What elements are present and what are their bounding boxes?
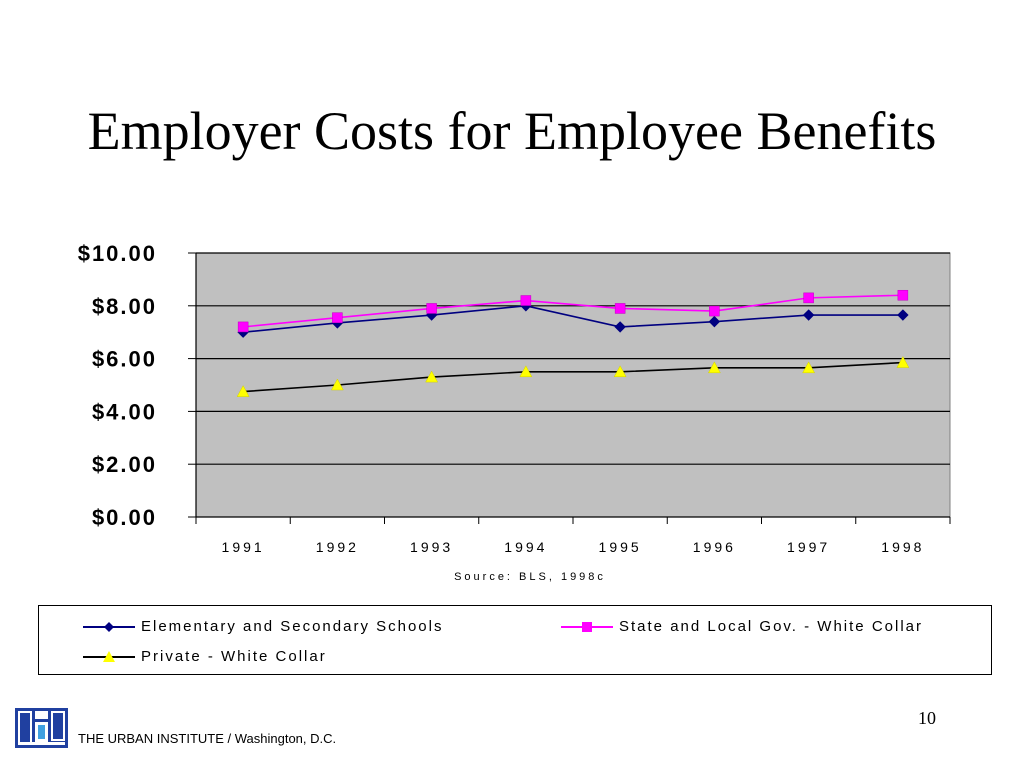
y-tick-label: $8.00: [92, 294, 157, 319]
data-point-2: [896, 356, 910, 368]
x-tick-label: 1997: [787, 539, 830, 555]
x-axis-label: Source: BLS, 1998c: [454, 571, 606, 583]
data-point-2: [707, 361, 721, 374]
data-point-1: [237, 321, 249, 333]
data-point-2: [425, 370, 439, 383]
plot-area: [195, 252, 951, 518]
y-tick-label: $6.00: [92, 347, 157, 372]
x-tick-label: 1998: [881, 539, 924, 555]
x-tick-label: 1996: [693, 539, 736, 555]
x-tick-label: 1994: [504, 539, 547, 555]
legend-marker-2: [103, 650, 115, 662]
data-point-2: [613, 365, 627, 378]
legend-marker-1: [582, 621, 592, 632]
data-point-0: [897, 309, 909, 321]
slide-title: Employer Costs for Employee Benefits: [87, 101, 937, 161]
data-point-0: [802, 309, 815, 321]
x-tick-label: 1991: [222, 539, 265, 555]
legend-line-private: [83, 650, 135, 662]
page-number: 10: [918, 708, 936, 728]
legend-item-private: Private - White Collar: [83, 648, 327, 665]
y-tick-label: $2.00: [92, 452, 157, 477]
data-point-1: [332, 312, 343, 323]
x-tick-label: 1992: [316, 539, 359, 555]
data-point-1: [709, 305, 720, 317]
y-tick-label: $10.00: [78, 241, 157, 266]
data-point-0: [614, 321, 626, 333]
data-point-2: [802, 361, 816, 374]
data-point-1: [520, 295, 532, 306]
legend-line-elementary: [83, 621, 135, 632]
series-line-1: [243, 294, 903, 328]
x-tick-label: 1995: [599, 539, 642, 555]
line-chart: $0.00 $2.00 $4.00 $6.00 $8.00 $10.00 1991 1992 1…: [78, 241, 951, 583]
legend-label-state-local: State and Local Gov. - White Collar: [619, 618, 923, 635]
data-point-2: [330, 378, 344, 391]
legend-marker-0: [104, 621, 114, 632]
data-point-1: [803, 292, 814, 304]
urban-institute-logo-icon: [15, 708, 68, 748]
x-tick-label: 1993: [410, 539, 453, 555]
series-line-0: [243, 304, 903, 333]
legend-label-elementary: Elementary and Secondary Schools: [141, 618, 444, 635]
legend-line-state-local: [561, 621, 613, 632]
chart-legend: Elementary and Secondary Schools State a…: [38, 605, 992, 675]
legend-item-state-local: State and Local Gov. - White Collar: [561, 618, 923, 635]
data-point-2: [519, 365, 533, 378]
data-point-1: [897, 289, 909, 301]
footer-text: THE URBAN INSTITUTE / Washington, D.C.: [78, 731, 337, 746]
data-point-1: [614, 303, 626, 314]
data-point-0: [708, 315, 721, 328]
data-point-1: [426, 303, 437, 314]
y-tick-label: $0.00: [92, 505, 157, 530]
data-point-2: [236, 385, 250, 397]
legend-label-private: Private - White Collar: [141, 648, 327, 665]
series-line-2: [243, 361, 903, 393]
legend-item-elementary: Elementary and Secondary Schools: [83, 618, 443, 635]
y-tick-label: $4.00: [92, 399, 157, 424]
